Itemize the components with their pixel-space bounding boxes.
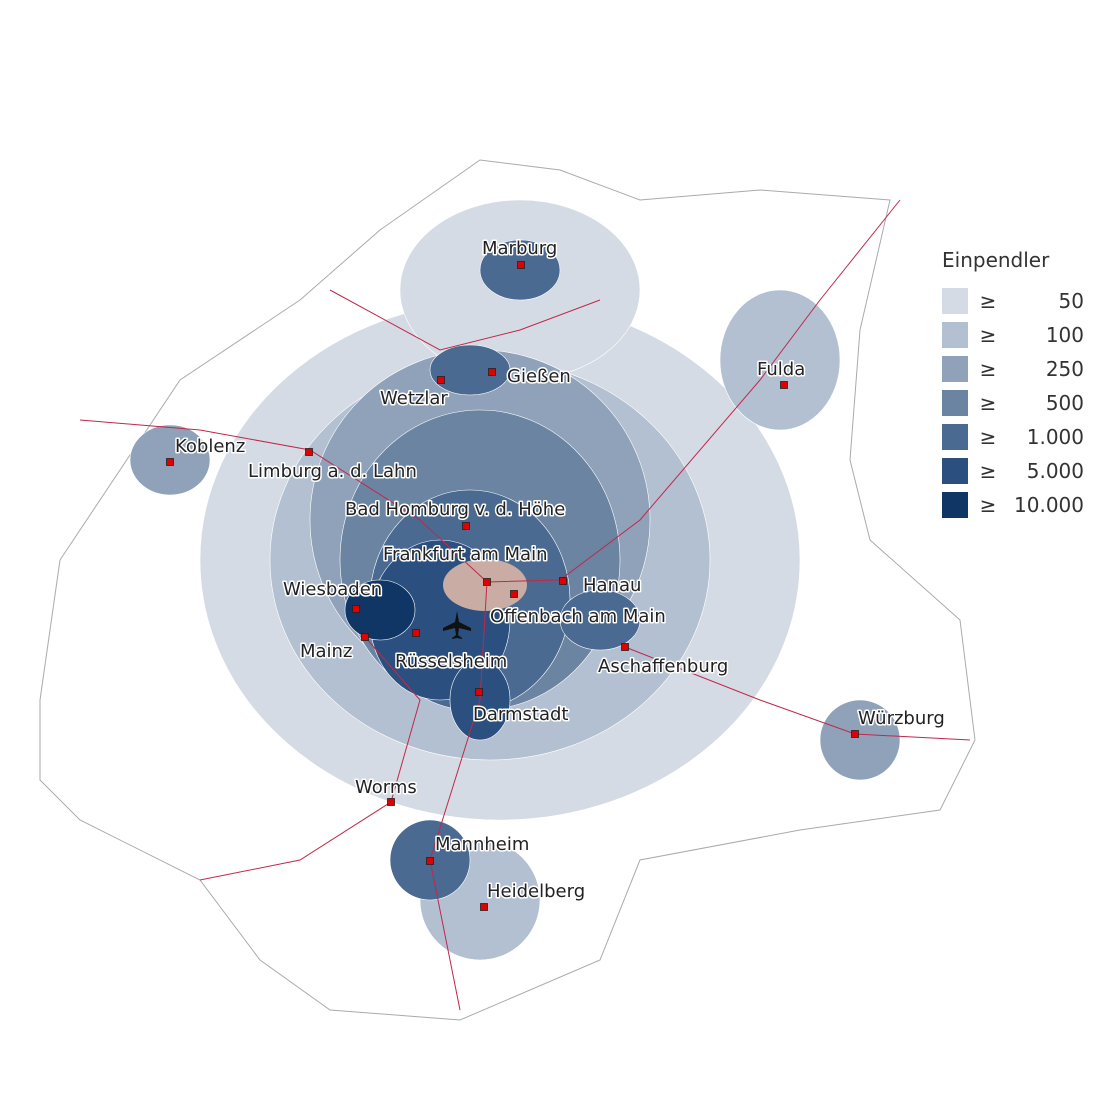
legend: Einpendler ≥ 50 ≥ 100 ≥ 250 ≥ 500 ≥ 1.00… bbox=[942, 248, 1084, 522]
city-marker bbox=[426, 857, 434, 865]
city-label: Marburg bbox=[482, 238, 557, 259]
legend-swatch bbox=[942, 424, 968, 450]
legend-swatch bbox=[942, 492, 968, 518]
city-label: Bad Homburg v. d. Höhe bbox=[345, 499, 565, 520]
city-marker bbox=[361, 633, 369, 641]
legend-symbol: ≥ bbox=[979, 357, 997, 381]
city-label: Würzburg bbox=[858, 708, 945, 729]
legend-swatch bbox=[942, 390, 968, 416]
city-marker bbox=[559, 577, 567, 585]
city-label: Frankfurt am Main bbox=[383, 544, 548, 565]
city-label: Rüsselsheim bbox=[395, 651, 507, 672]
city-marker bbox=[780, 381, 788, 389]
city-marker bbox=[475, 688, 483, 696]
legend-symbol: ≥ bbox=[979, 493, 997, 517]
city-label: Offenbach am Main bbox=[490, 606, 666, 627]
city-marker bbox=[412, 629, 420, 637]
legend-value: 50 bbox=[1058, 289, 1084, 313]
city-marker bbox=[352, 605, 360, 613]
legend-item: ≥ 10.000 bbox=[942, 488, 1084, 522]
region bbox=[429, 344, 511, 396]
city-label: Fulda bbox=[757, 359, 805, 380]
legend-item: ≥ 5.000 bbox=[942, 454, 1084, 488]
city-label: Gießen bbox=[507, 366, 571, 387]
city-marker bbox=[387, 798, 395, 806]
city-label: Limburg a. d. Lahn bbox=[248, 461, 417, 482]
legend-swatch bbox=[942, 356, 968, 382]
legend-swatch bbox=[942, 322, 968, 348]
city-label: Wiesbaden bbox=[283, 579, 382, 600]
legend-value: 10.000 bbox=[1014, 493, 1084, 517]
city-marker bbox=[621, 643, 629, 651]
city-label: Worms bbox=[355, 777, 417, 798]
city-label: Aschaffenburg bbox=[598, 656, 728, 677]
legend-value: 500 bbox=[1045, 391, 1084, 415]
city-markers: Marburg Gießen Wetzlar Fulda KoblenzLimburg … bbox=[166, 237, 946, 911]
city-marker bbox=[305, 448, 313, 456]
airport-icon bbox=[443, 611, 471, 639]
region bbox=[559, 589, 641, 651]
legend-symbol: ≥ bbox=[979, 391, 997, 415]
legend-item: ≥ 50 bbox=[942, 284, 1084, 318]
legend-symbol: ≥ bbox=[979, 289, 997, 313]
legend-value: 250 bbox=[1045, 357, 1084, 381]
legend-symbol: ≥ bbox=[979, 323, 997, 347]
legend-item: ≥ 500 bbox=[942, 386, 1084, 420]
city-label: Heidelberg bbox=[487, 881, 585, 902]
city-label: Hanau bbox=[583, 575, 641, 596]
region bbox=[479, 239, 561, 301]
city-label: Wetzlar bbox=[380, 388, 448, 409]
legend-value: 1.000 bbox=[1026, 425, 1084, 449]
city-label: Mainz bbox=[300, 641, 352, 662]
city-marker bbox=[483, 578, 491, 586]
legend-value: 5.000 bbox=[1026, 459, 1084, 483]
legend-symbol: ≥ bbox=[979, 459, 997, 483]
city-label: Mannheim bbox=[435, 834, 529, 855]
city-marker bbox=[480, 903, 488, 911]
legend-swatch bbox=[942, 288, 968, 314]
city-marker bbox=[437, 376, 445, 384]
city-marker bbox=[488, 368, 496, 376]
city-label: Koblenz bbox=[175, 436, 245, 457]
legend-title: Einpendler bbox=[942, 248, 1050, 272]
choropleth-regions bbox=[129, 199, 901, 961]
region bbox=[344, 579, 416, 641]
city-marker bbox=[517, 261, 525, 269]
city-marker bbox=[166, 458, 174, 466]
region bbox=[819, 699, 901, 781]
city-marker bbox=[851, 730, 859, 738]
legend-value: 100 bbox=[1045, 323, 1084, 347]
city-marker bbox=[510, 590, 518, 598]
legend-symbol: ≥ bbox=[979, 425, 997, 449]
legend-item: ≥ 100 bbox=[942, 318, 1084, 352]
region bbox=[719, 289, 841, 431]
legend-item: ≥ 1.000 bbox=[942, 420, 1084, 454]
legend-item: ≥ 250 bbox=[942, 352, 1084, 386]
city-label: Darmstadt bbox=[473, 704, 568, 725]
city-marker bbox=[462, 522, 470, 530]
legend-swatch bbox=[942, 458, 968, 484]
